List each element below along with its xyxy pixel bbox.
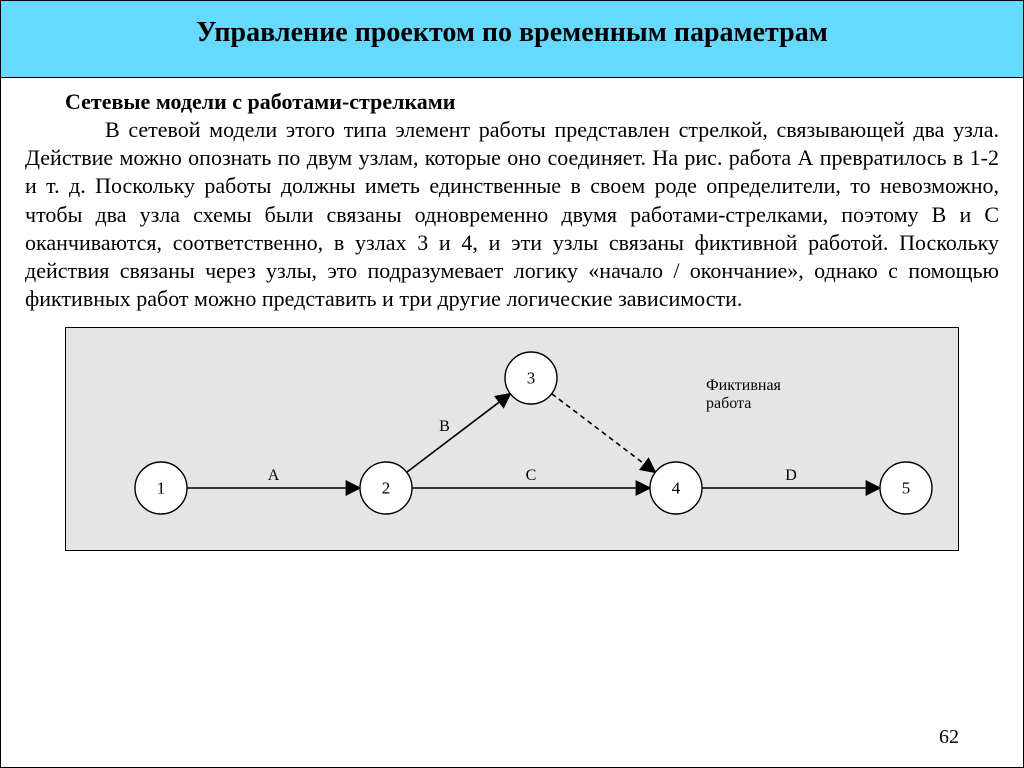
svg-text:C: C [526, 467, 537, 484]
body-paragraph: В сетевой модели этого типа элемент рабо… [25, 116, 999, 313]
svg-text:B: B [439, 418, 450, 435]
page-title: Управление проектом по временным парамет… [21, 17, 1003, 49]
svg-text:D: D [785, 467, 797, 484]
svg-text:5: 5 [902, 479, 911, 498]
svg-text:1: 1 [157, 479, 166, 498]
svg-text:A: A [268, 467, 280, 484]
content-area: Сетевые модели с работами-стрелками В се… [1, 78, 1023, 551]
slide: Управление проектом по временным парамет… [0, 0, 1024, 768]
svg-text:Фиктивная: Фиктивная [706, 377, 782, 394]
section-subtitle: Сетевые модели с работами-стрелками [65, 88, 999, 116]
svg-text:3: 3 [527, 369, 536, 388]
diagram-svg: A B C D 1 2 3 4 5 Фиктивнаяработа [66, 328, 996, 548]
title-bar: Управление проектом по временным парамет… [1, 1, 1023, 78]
svg-text:2: 2 [382, 479, 391, 498]
svg-text:4: 4 [672, 479, 681, 498]
svg-text:работа: работа [706, 395, 751, 412]
page-number: 62 [939, 726, 959, 749]
network-diagram: A B C D 1 2 3 4 5 Фиктивнаяработа [65, 327, 959, 551]
